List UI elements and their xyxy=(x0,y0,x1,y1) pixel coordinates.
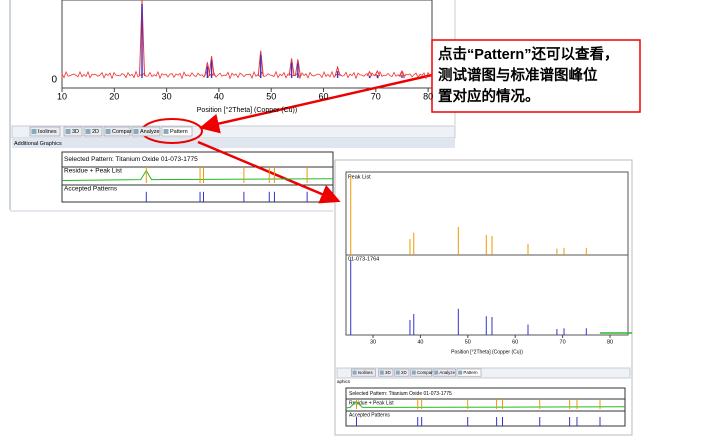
panel-row-label: Residue + Peak List xyxy=(349,400,394,406)
tab-label[interactable]: Pattern xyxy=(170,129,188,135)
peak xyxy=(288,58,295,77)
panel-header xyxy=(12,139,455,148)
panel-title: aphics xyxy=(337,379,351,384)
panel-row-label: Selected Pattern: Titanium Oxide 01-073-… xyxy=(64,156,198,163)
annotation-text: 测试谱图与标准谱图峰位 xyxy=(438,66,598,84)
zoom-tab-bar xyxy=(336,367,631,379)
tab-label[interactable]: Isolines xyxy=(358,370,374,375)
tab-icon xyxy=(85,129,91,134)
panel-row-label: Accepted Patterns xyxy=(64,186,118,193)
x-axis-label: Position [°2Theta] (Copper (Cu)) xyxy=(451,349,523,355)
annotation-text: 置对应的情况。 xyxy=(438,87,540,105)
panel-title: Additional Graphics xyxy=(14,141,62,147)
tab-icon xyxy=(133,129,139,134)
x-tick-label: 40 xyxy=(214,91,224,101)
x-tick-label: 50 xyxy=(266,91,276,101)
arrow xyxy=(197,140,341,204)
peak xyxy=(366,70,373,77)
tab-icon xyxy=(411,370,416,375)
x-tick-label: 20 xyxy=(109,91,119,101)
x-tick-label: 30 xyxy=(162,91,172,101)
x-tick-label: 60 xyxy=(512,339,518,345)
tab-label[interactable]: 2D xyxy=(92,129,99,135)
x-tick-label: 70 xyxy=(560,339,566,345)
tab-label[interactable]: Compare xyxy=(112,129,135,135)
tab-label[interactable]: 3D xyxy=(72,129,79,135)
x-tick-label: 60 xyxy=(318,91,328,101)
tab-icon xyxy=(395,370,400,375)
tab-label[interactable]: Pattern xyxy=(463,370,478,375)
tab[interactable] xyxy=(83,126,103,137)
peak xyxy=(399,69,405,77)
peak xyxy=(257,50,264,77)
annotation-text: 点击“Pattern”还可以查看， xyxy=(438,45,618,63)
tab-label[interactable]: Analyze xyxy=(140,129,160,135)
peak xyxy=(374,69,381,77)
x-tick-label: 40 xyxy=(417,339,423,345)
tab-icon xyxy=(458,370,463,375)
tab[interactable] xyxy=(351,368,376,377)
panel-row-label: Accepted Patterns xyxy=(349,412,390,418)
x-axis-label: Position [°2Theta] (Copper (Cu)) xyxy=(197,106,297,114)
annotation-box xyxy=(431,39,641,113)
arrow xyxy=(199,73,433,134)
plot-label: 01-073-1764 xyxy=(348,256,379,262)
tab-label[interactable]: Analyze xyxy=(439,370,455,375)
zoom-plot-frame xyxy=(345,171,629,336)
tab-icon xyxy=(31,129,37,134)
tab[interactable] xyxy=(63,126,83,137)
tab-icon xyxy=(105,129,111,134)
panel-row-label: Residue + Peak List xyxy=(64,168,122,175)
tab[interactable] xyxy=(432,368,456,377)
y-tick-label: 0 xyxy=(51,75,57,86)
tab[interactable] xyxy=(131,126,161,137)
tab-label[interactable]: Isolines xyxy=(38,129,57,135)
tab-icon xyxy=(434,370,439,375)
tab-label[interactable]: 2D xyxy=(401,370,407,375)
tab[interactable] xyxy=(103,126,131,137)
tab[interactable] xyxy=(29,126,61,137)
peak xyxy=(334,65,341,77)
tab[interactable] xyxy=(456,368,482,377)
peak xyxy=(294,59,301,77)
peak xyxy=(204,62,211,77)
tab-label[interactable]: Compare xyxy=(417,370,436,375)
tab-icon xyxy=(65,129,71,134)
plot-label: Peak List xyxy=(348,174,371,180)
tab-icon xyxy=(352,370,357,375)
x-tick-label: 80 xyxy=(607,339,613,345)
panel-row-label: Selected Pattern: Titanium Oxide 01-073-… xyxy=(349,391,452,397)
tab[interactable] xyxy=(394,368,410,377)
tab-icon xyxy=(379,370,384,375)
tab-label[interactable]: 3D xyxy=(385,370,391,375)
x-tick-label: 10 xyxy=(57,91,67,101)
tab[interactable] xyxy=(410,368,432,377)
pattern-panel xyxy=(61,151,334,203)
tab[interactable] xyxy=(161,126,193,137)
peak xyxy=(139,0,146,77)
tab-icon xyxy=(163,129,169,134)
peak xyxy=(208,56,215,77)
x-tick-label: 70 xyxy=(371,91,381,101)
tab[interactable] xyxy=(378,368,394,377)
x-tick-label: 80 xyxy=(423,91,433,101)
x-tick-label: 30 xyxy=(370,339,376,345)
x-tick-label: 50 xyxy=(465,339,471,345)
